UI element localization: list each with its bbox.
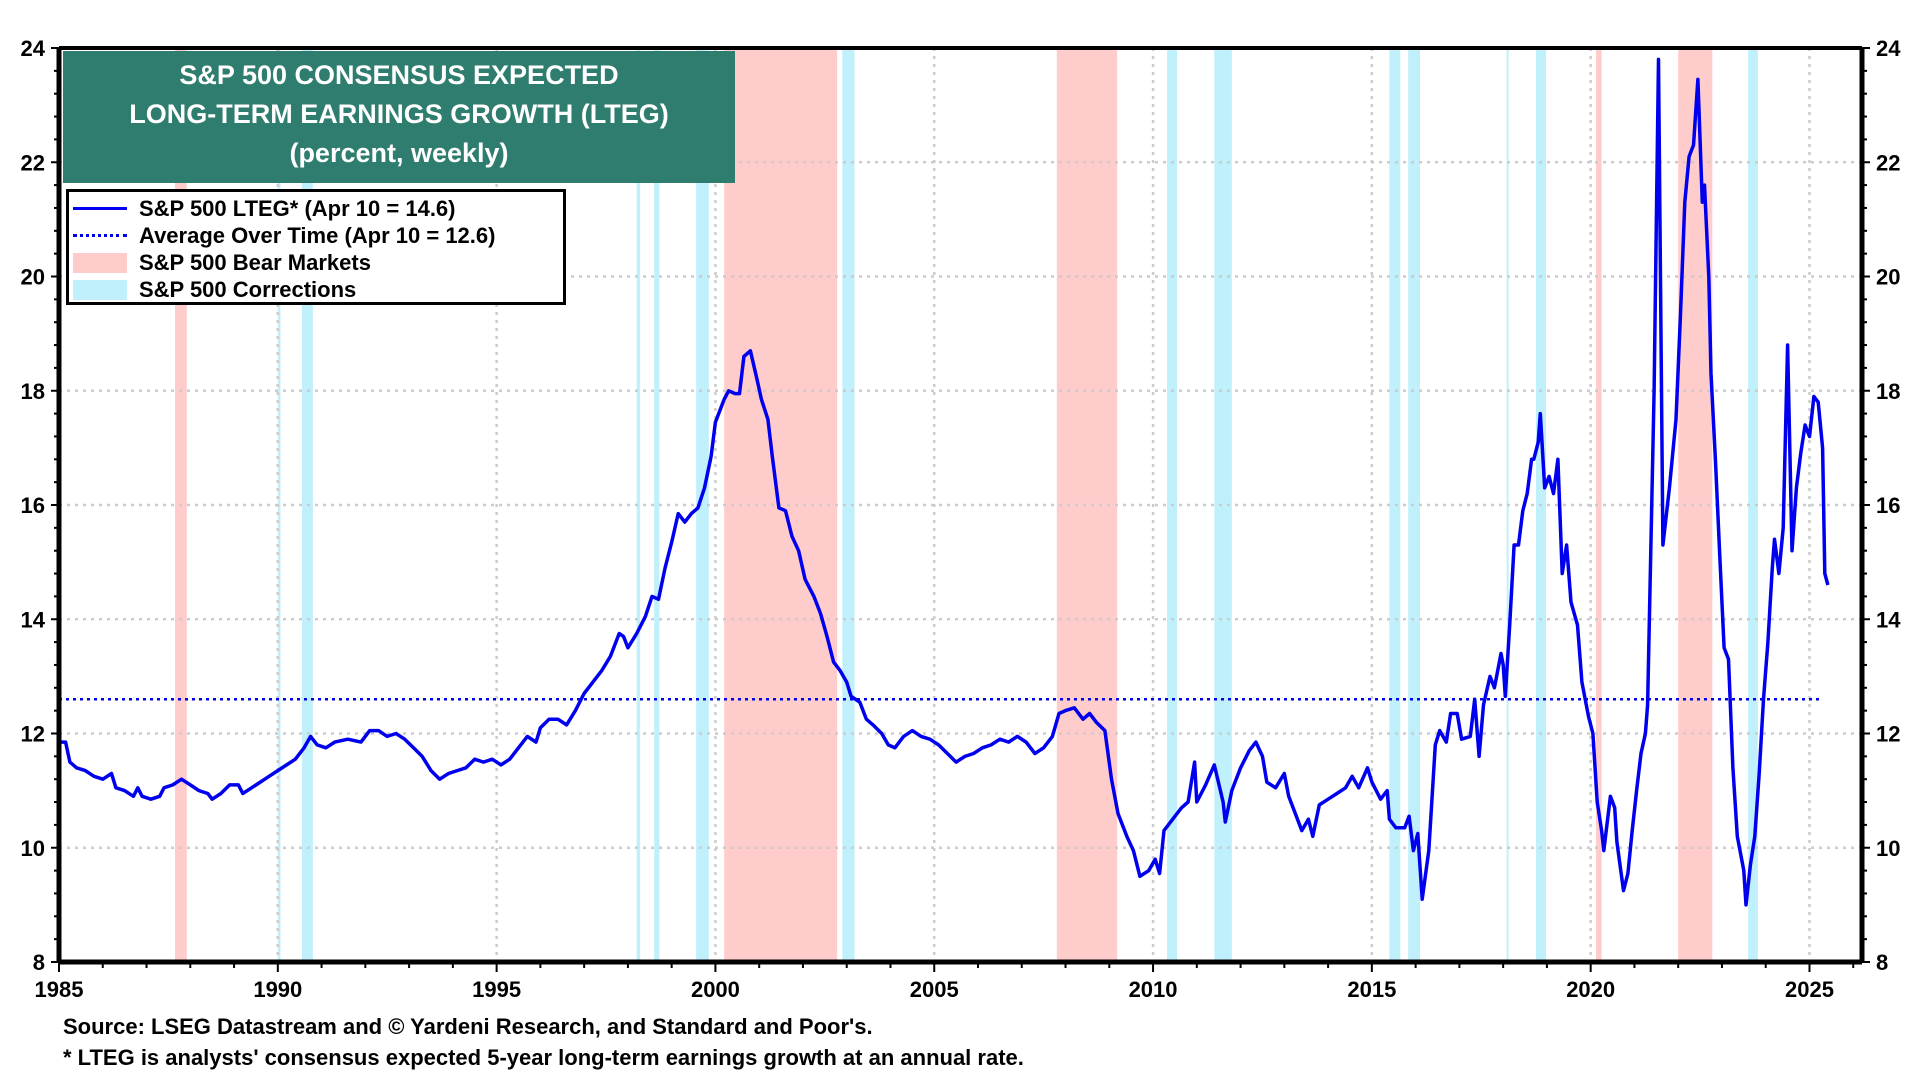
footnote: * LTEG is analysts' consensus expected 5… — [63, 1045, 1024, 1070]
x-tick-label: 2015 — [1347, 977, 1396, 1002]
y-tick-label-right: 24 — [1876, 36, 1901, 61]
x-tick-label: 2020 — [1566, 977, 1615, 1002]
x-tick-label: 1990 — [253, 977, 302, 1002]
series-lteg — [58, 57, 1830, 907]
bear-market-band — [1595, 48, 1602, 962]
correction-band — [277, 48, 281, 962]
chart-title-line1: S&P 500 CONSENSUS EXPECTED — [179, 60, 619, 90]
x-tick-label: 2000 — [691, 977, 740, 1002]
y-tick-label-left: 22 — [21, 150, 45, 175]
legend-item-corrections: S&P 500 Corrections — [73, 276, 563, 303]
axes — [51, 46, 1870, 972]
source-note: Source: LSEG Datastream and © Yardeni Re… — [63, 1014, 873, 1039]
legend-label: S&P 500 Corrections — [139, 276, 357, 302]
legend: S&P 500 LTEG* (Apr 10 = 14.6) Average Ov… — [66, 189, 566, 305]
correction-band — [1389, 48, 1401, 962]
series-line-lteg — [59, 57, 1830, 907]
correction-band — [654, 48, 660, 962]
legend-item-bear-markets: S&P 500 Bear Markets — [73, 249, 563, 276]
chart-title-box: S&P 500 CONSENSUS EXPECTED LONG-TERM EAR… — [63, 51, 735, 183]
y-tick-label-left: 20 — [21, 265, 45, 290]
chart-subtitle: (percent, weekly) — [289, 138, 509, 168]
y-tick-label-right: 18 — [1876, 379, 1900, 404]
gridlines — [59, 48, 1862, 962]
y-tick-label-right: 10 — [1876, 836, 1900, 861]
x-tick-label: 2010 — [1129, 977, 1178, 1002]
x-tick-label: 1995 — [472, 977, 521, 1002]
legend-correction-swatch — [73, 279, 127, 300]
legend-label: Average Over Time (Apr 10 = 12.6) — [139, 222, 496, 248]
y-tick-label-right: 14 — [1876, 607, 1901, 632]
legend-solid-line-swatch — [73, 201, 127, 217]
correction-band — [1748, 48, 1758, 962]
y-tick-label-right: 22 — [1876, 150, 1900, 175]
y-tick-label-right: 8 — [1876, 950, 1888, 975]
x-tick-label: 2005 — [910, 977, 959, 1002]
correction-band — [636, 48, 641, 962]
y-tick-label-left: 18 — [21, 379, 45, 404]
y-tick-label-right: 16 — [1876, 493, 1900, 518]
y-tick-label-right: 20 — [1876, 265, 1900, 290]
y-tick-label-left: 14 — [21, 607, 46, 632]
y-tick-label-left: 12 — [21, 722, 45, 747]
x-tick-label: 1985 — [35, 977, 84, 1002]
legend-label: S&P 500 LTEG* (Apr 10 = 14.6) — [139, 195, 456, 221]
x-tick-label: 2025 — [1785, 977, 1834, 1002]
y-tick-label-left: 24 — [21, 36, 46, 61]
legend-bear-swatch — [73, 252, 127, 273]
legend-item-average: Average Over Time (Apr 10 = 12.6) — [73, 222, 563, 249]
legend-dotted-line-swatch — [73, 228, 127, 244]
correction-band — [1408, 48, 1421, 962]
y-tick-label-left: 10 — [21, 836, 45, 861]
legend-item-lteg: S&P 500 LTEG* (Apr 10 = 14.6) — [73, 195, 563, 222]
chart-title-line2: LONG-TERM EARNINGS GROWTH (LTEG) — [129, 99, 669, 129]
y-tick-label-right: 12 — [1876, 722, 1900, 747]
legend-label: S&P 500 Bear Markets — [139, 249, 371, 275]
y-tick-label-left: 16 — [21, 493, 45, 518]
y-tick-label-left: 8 — [33, 950, 45, 975]
